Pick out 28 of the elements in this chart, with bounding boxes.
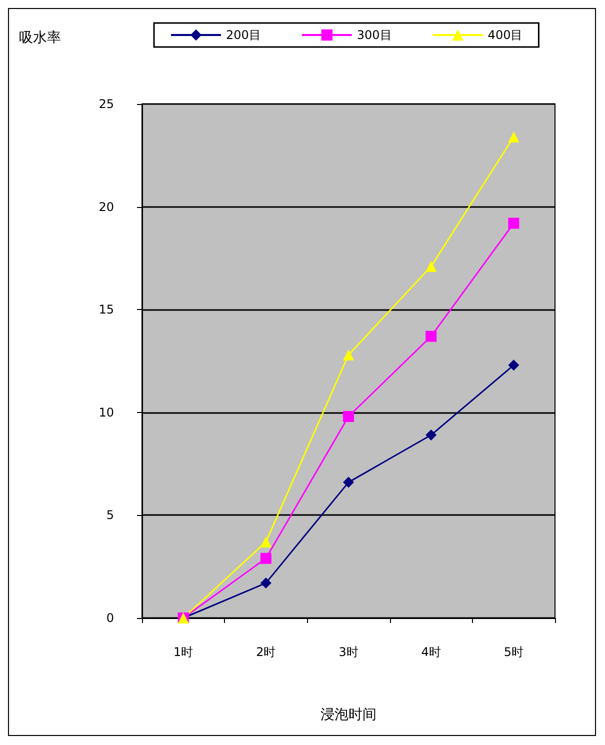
point <box>343 349 354 360</box>
y-tick-label: 0 <box>106 611 114 625</box>
point <box>343 411 354 422</box>
point <box>260 536 272 548</box>
point <box>508 360 520 371</box>
y-tick-label: 5 <box>106 508 114 522</box>
legend-label: 400目 <box>488 28 523 42</box>
legend-label: 200目 <box>226 28 261 42</box>
y-tick-label: 25 <box>98 97 114 111</box>
point <box>343 476 354 488</box>
point <box>260 578 272 589</box>
y-tick-label: 10 <box>98 405 114 420</box>
x-tick-label: 5时 <box>504 645 524 659</box>
y-axis-title: 吸水率 <box>19 30 61 46</box>
y-tick-label: 20 <box>98 200 114 214</box>
point <box>426 260 437 272</box>
point <box>426 430 437 441</box>
x-tick-label: 4时 <box>421 645 441 659</box>
x-tick-label: 3时 <box>338 645 358 659</box>
y-tick-label: 15 <box>98 302 114 317</box>
x-axis-title: 浸泡时间 <box>320 707 376 723</box>
x-tick-label: 2时 <box>256 645 276 659</box>
legend-label: 300目 <box>356 28 392 42</box>
point <box>426 330 437 342</box>
point <box>508 131 520 142</box>
point <box>508 218 520 229</box>
point <box>260 552 272 564</box>
x-tick-label: 1时 <box>173 645 194 659</box>
